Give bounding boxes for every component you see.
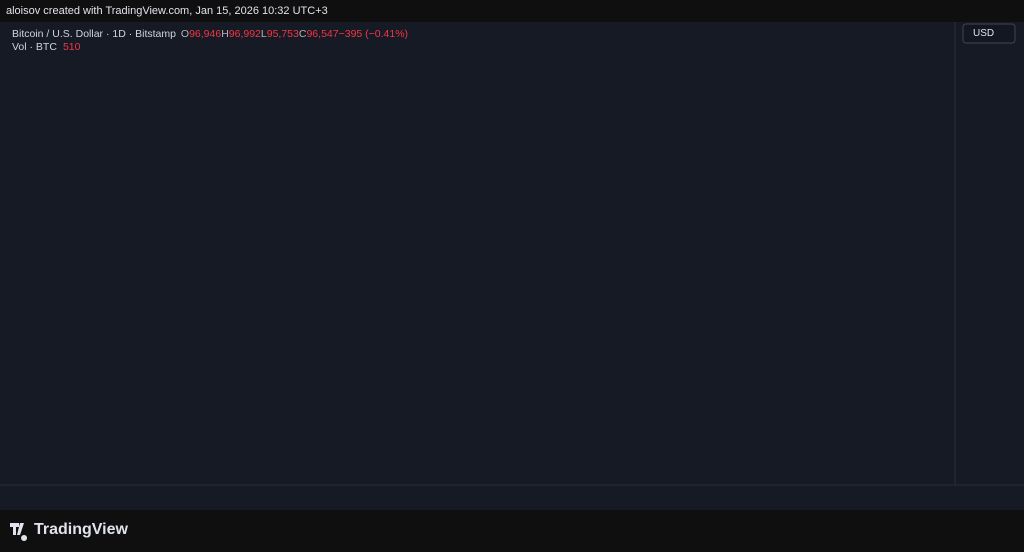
volume-value: 510 — [62, 41, 81, 53]
open-value: 96,946 — [189, 28, 222, 40]
currency: USD — [973, 28, 994, 39]
chart-area — [0, 22, 1024, 510]
credit: aloisov created with TradingView.com, Ja… — [6, 5, 328, 17]
open-key: O — [180, 28, 190, 40]
change: −395 (−0.41%) — [338, 28, 409, 40]
volume-legend: Vol · BTC 510 — [12, 41, 80, 53]
symbol: Bitcoin / U.S. Dollar · 1D · Bitstamp — [12, 28, 176, 40]
logo: TradingView — [10, 521, 129, 541]
high-value: 96,992 — [228, 28, 261, 40]
low-value: 95,753 — [266, 28, 299, 40]
volume-key: Vol · BTC — [12, 41, 57, 53]
legend-row: Bitcoin / U.S. Dollar · 1D · Bitstamp O9… — [12, 28, 408, 40]
close-key: C — [298, 28, 307, 40]
header-bar — [0, 0, 1024, 22]
high-key: H — [221, 28, 229, 40]
brand: TradingView — [34, 521, 129, 538]
currency-button[interactable] — [962, 23, 1016, 44]
low-key: L — [260, 28, 267, 40]
logo-icon — [10, 523, 28, 541]
close-value: 96,547 — [306, 28, 339, 40]
footer-bar — [0, 510, 1024, 552]
